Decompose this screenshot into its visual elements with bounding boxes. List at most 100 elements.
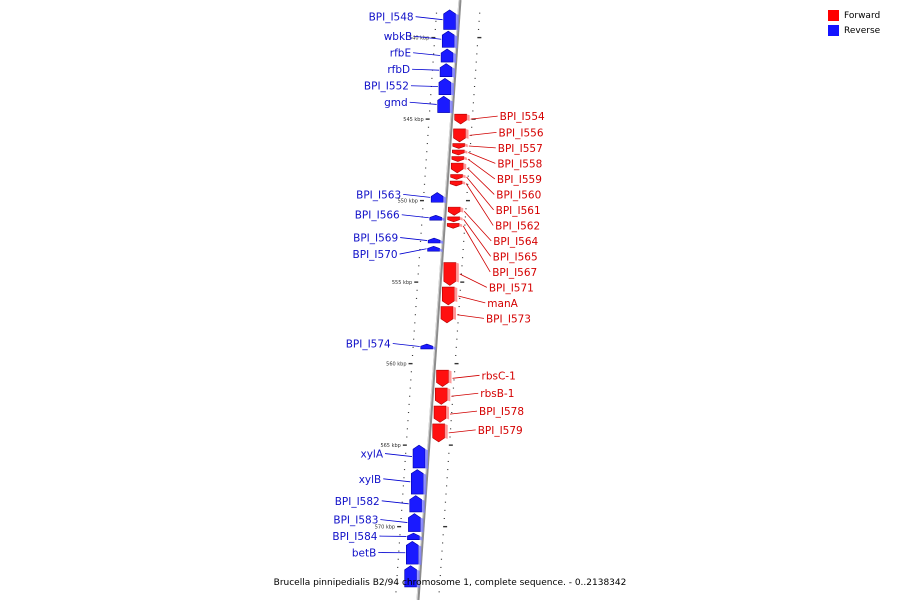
gene-features xyxy=(404,9,470,588)
gene-arrow xyxy=(441,30,455,48)
gene-label-leader xyxy=(412,68,440,71)
gene-label-leader xyxy=(465,183,494,226)
gene-label-leader xyxy=(459,273,488,288)
gene-arrow-shade xyxy=(460,207,464,213)
gene-arrow-shade xyxy=(423,473,427,496)
gene-arrow xyxy=(406,540,419,565)
gene-arrow-shade xyxy=(454,287,458,302)
gene-arrow xyxy=(451,156,465,162)
gene-label-leader xyxy=(409,101,437,105)
gene-label-leader xyxy=(415,16,443,21)
chromosome-backbone xyxy=(416,0,462,600)
gene-arrow-shade xyxy=(459,216,463,221)
gene-arrow xyxy=(447,206,461,216)
gene-arrow-shade xyxy=(416,569,420,588)
legend-reverse-label: Reverse xyxy=(844,25,881,36)
gene-arrow xyxy=(436,369,449,387)
gene-label-reverse: BPI_I563 xyxy=(356,189,401,201)
tick-label: 540 kbp xyxy=(409,36,429,42)
gene-label-leader xyxy=(384,453,413,457)
gene-label-leader xyxy=(392,343,420,347)
gene-label-forward: BPI_I579 xyxy=(478,425,523,437)
gene-label-leader xyxy=(470,115,498,120)
gene-label-forward: BPI_I564 xyxy=(493,236,538,248)
gene-label-leader xyxy=(399,248,427,255)
gene-label-leader xyxy=(403,193,431,198)
gene-label-reverse: rfbD xyxy=(387,64,410,76)
gene-arrow-shade xyxy=(455,262,459,283)
gene-arrow xyxy=(447,216,460,223)
gene-arrow-shade xyxy=(418,545,422,566)
gene-arrow xyxy=(409,495,423,513)
gene-label-leader xyxy=(451,392,479,397)
gene-label-leader xyxy=(466,176,494,211)
gene-arrow-shade xyxy=(465,128,469,139)
gene-label-leader xyxy=(410,85,438,87)
gene-arrow xyxy=(427,245,440,252)
gene-label-leader xyxy=(463,219,491,257)
gene-label-forward: BPI_I567 xyxy=(492,267,537,279)
gene-label-reverse: xylA xyxy=(361,449,384,461)
gene-arrow xyxy=(443,262,457,286)
gene-arrow-shade xyxy=(455,13,459,31)
gene-arrow-shade xyxy=(452,67,456,78)
gene-label-leader xyxy=(463,210,492,242)
gene-label-reverse: BPI_I583 xyxy=(333,515,378,527)
gene-label-forward: BPI_I556 xyxy=(499,127,544,139)
gene-arrow-shade xyxy=(446,406,450,420)
gene-label-leader xyxy=(383,478,411,483)
gene-arrow-shade xyxy=(463,156,467,161)
gene-arrow-shade xyxy=(449,100,453,114)
gene-label-leader xyxy=(413,52,441,56)
gene-arrow-shade xyxy=(441,217,445,222)
gene-label-leader xyxy=(400,237,428,241)
gene-label-leader xyxy=(381,500,409,505)
gene-arrow-shade xyxy=(425,449,429,469)
gene-arrow xyxy=(408,513,421,532)
tick-label: 570 kbp xyxy=(375,525,395,531)
gene-arrow xyxy=(449,180,463,187)
gene-label-reverse: gmd xyxy=(384,97,408,109)
gene-label-forward: BPI_I557 xyxy=(498,143,543,155)
gene-label-leader xyxy=(462,225,491,273)
tick-label: 545 kbp xyxy=(403,117,423,123)
gene-arrow-shade xyxy=(462,174,466,179)
gene-label-forward: BPI_I554 xyxy=(500,111,545,123)
gene-label-forward: BPI_I573 xyxy=(486,313,531,325)
gene-label-forward: manA xyxy=(487,298,518,310)
gene-arrow-shade xyxy=(453,53,457,64)
gene-arrow xyxy=(437,95,450,113)
gene-arrow xyxy=(410,469,424,495)
gene-label-reverse: BPI_I582 xyxy=(335,496,380,508)
gene-label-forward: rbsC-1 xyxy=(482,370,516,382)
gene-arrow xyxy=(450,174,463,180)
gene-label-forward: BPI_I561 xyxy=(496,205,541,217)
gene-label-leader xyxy=(414,35,442,40)
gene-label-leader xyxy=(466,167,495,195)
gene-label-reverse: rfbE xyxy=(390,48,411,60)
gene-arrow xyxy=(440,48,454,63)
gene-arrow xyxy=(429,214,443,221)
gene-arrow-shade xyxy=(420,517,424,533)
gene-label-leader xyxy=(448,429,476,434)
gene-label-leader xyxy=(467,158,496,180)
tick-label: 550 kbp xyxy=(398,199,418,205)
legend-forward-label: Forward xyxy=(844,10,881,21)
gene-label-reverse: betB xyxy=(352,548,376,560)
gene-arrow xyxy=(441,286,455,306)
gene-arrow xyxy=(438,77,452,95)
gene-label-leader xyxy=(456,314,485,319)
gene-arrow-shade xyxy=(419,536,423,541)
gene-arrow-shade xyxy=(444,423,448,439)
gene-arrow xyxy=(443,9,456,30)
legend-reverse: Reverse xyxy=(828,23,890,38)
gene-label-forward: BPI_I559 xyxy=(497,174,542,186)
gene-arrow xyxy=(432,423,445,443)
gene-label-reverse: BPI_I566 xyxy=(355,210,400,222)
gene-arrow-shade xyxy=(452,306,456,320)
gene-label-forward: BPI_I558 xyxy=(497,158,542,170)
gene-label-leader xyxy=(380,519,408,523)
gene-label-leader xyxy=(468,145,496,149)
gene-label-leader xyxy=(458,295,486,304)
